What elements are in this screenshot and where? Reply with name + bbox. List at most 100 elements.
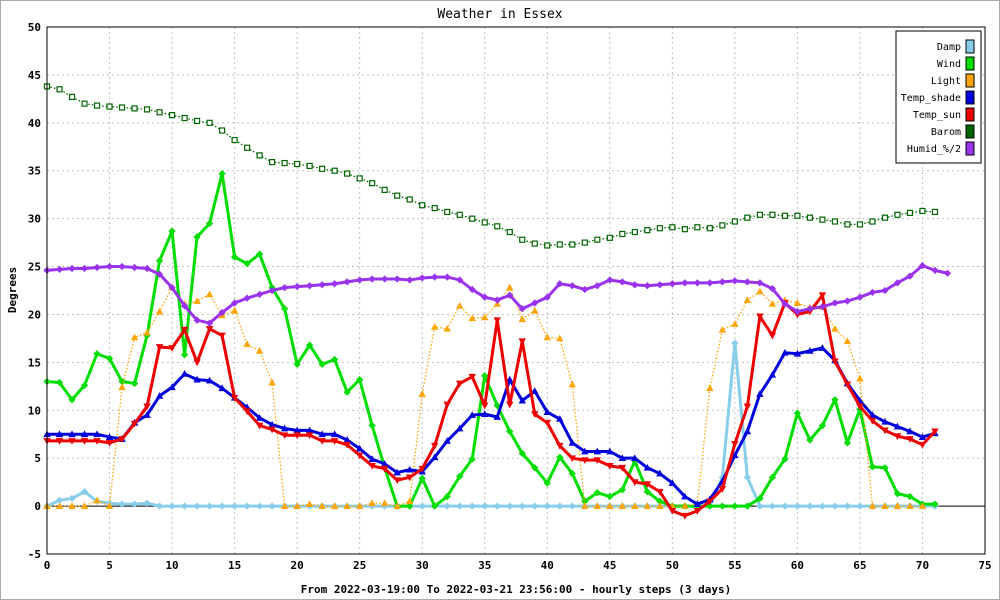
data-point (681, 226, 688, 233)
data-point (243, 294, 251, 302)
data-point (819, 216, 826, 223)
data-point (581, 239, 588, 246)
data-point (468, 411, 476, 418)
data-point (418, 390, 426, 397)
data-point (118, 500, 126, 508)
data-point (506, 502, 514, 510)
legend-label: Barom (931, 127, 961, 138)
data-point (180, 370, 189, 377)
data-point (793, 299, 802, 306)
data-point (368, 455, 376, 462)
data-point (694, 224, 701, 231)
data-point (631, 479, 639, 486)
data-point (656, 488, 664, 496)
data-point (781, 455, 789, 463)
x-tick-label: 0 (44, 559, 51, 572)
data-point (306, 162, 313, 170)
chart-title: Weather in Essex (437, 7, 562, 22)
data-point (843, 337, 852, 345)
data-point (330, 430, 339, 438)
data-point (581, 285, 589, 294)
data-point (293, 360, 301, 368)
data-point (456, 302, 464, 309)
data-point (394, 192, 401, 199)
data-point (906, 427, 914, 435)
data-point (656, 469, 664, 477)
data-point (80, 264, 89, 273)
plot-area-border (46, 26, 986, 555)
data-point (405, 497, 414, 505)
y-tick-label: 30 (28, 213, 41, 226)
x-tick-label: 65 (853, 559, 866, 572)
data-point (68, 502, 76, 509)
x-axis-label: From 2022-03-19:00 To 2022-03-21 23:56:0… (301, 583, 731, 596)
y-tick-label: 0 (34, 500, 41, 513)
data-point (268, 502, 276, 510)
data-point (356, 375, 364, 384)
data-point (331, 280, 339, 288)
data-point (731, 339, 739, 347)
data-point (906, 436, 914, 443)
data-point (243, 408, 251, 416)
data-point (768, 332, 777, 340)
data-point (643, 282, 651, 290)
data-point (381, 275, 389, 283)
data-point (230, 299, 239, 307)
data-point (893, 422, 902, 430)
data-point (468, 285, 476, 294)
data-point (68, 494, 76, 503)
data-point (918, 502, 927, 509)
data-point (893, 502, 902, 509)
series-light (43, 283, 927, 509)
x-tick-label: 10 (165, 559, 178, 572)
data-point (205, 219, 214, 228)
series-temp-sun (43, 292, 939, 520)
legend-swatch (965, 124, 975, 139)
data-point (405, 465, 414, 473)
series-lines (43, 83, 952, 520)
data-point (180, 302, 189, 310)
data-point (731, 502, 739, 510)
data-point (193, 375, 201, 383)
data-point (781, 300, 789, 308)
data-point (130, 500, 139, 508)
data-point (568, 380, 576, 388)
data-point (693, 508, 702, 515)
data-point (643, 502, 652, 509)
data-point (731, 277, 739, 285)
data-point (168, 227, 176, 235)
data-point (919, 207, 926, 215)
data-point (305, 500, 314, 508)
data-point (818, 344, 827, 351)
y-tick-label: -5 (28, 548, 41, 561)
data-point (868, 288, 877, 297)
data-point (831, 358, 839, 366)
data-point (168, 383, 176, 391)
legend: Damp Wind Light Temp_shade Temp_sun Barom Humi… (895, 30, 982, 164)
data-point (768, 371, 777, 378)
data-point (868, 502, 877, 509)
data-point (255, 290, 264, 298)
data-point (831, 325, 839, 332)
data-point (306, 341, 314, 349)
data-point (368, 275, 376, 283)
data-point (193, 316, 201, 324)
data-point (105, 439, 114, 447)
data-point (255, 250, 264, 258)
data-point (868, 417, 877, 425)
data-point (856, 502, 864, 510)
data-point (368, 462, 376, 470)
data-point (218, 127, 226, 134)
data-point (218, 502, 226, 510)
data-point (143, 411, 151, 418)
data-point (293, 432, 301, 440)
data-point (668, 280, 676, 288)
data-point (456, 502, 464, 510)
data-point (356, 175, 363, 182)
data-point (130, 420, 139, 428)
data-point (143, 264, 151, 273)
data-point (268, 378, 276, 386)
data-point (430, 453, 439, 461)
data-point (618, 278, 626, 286)
